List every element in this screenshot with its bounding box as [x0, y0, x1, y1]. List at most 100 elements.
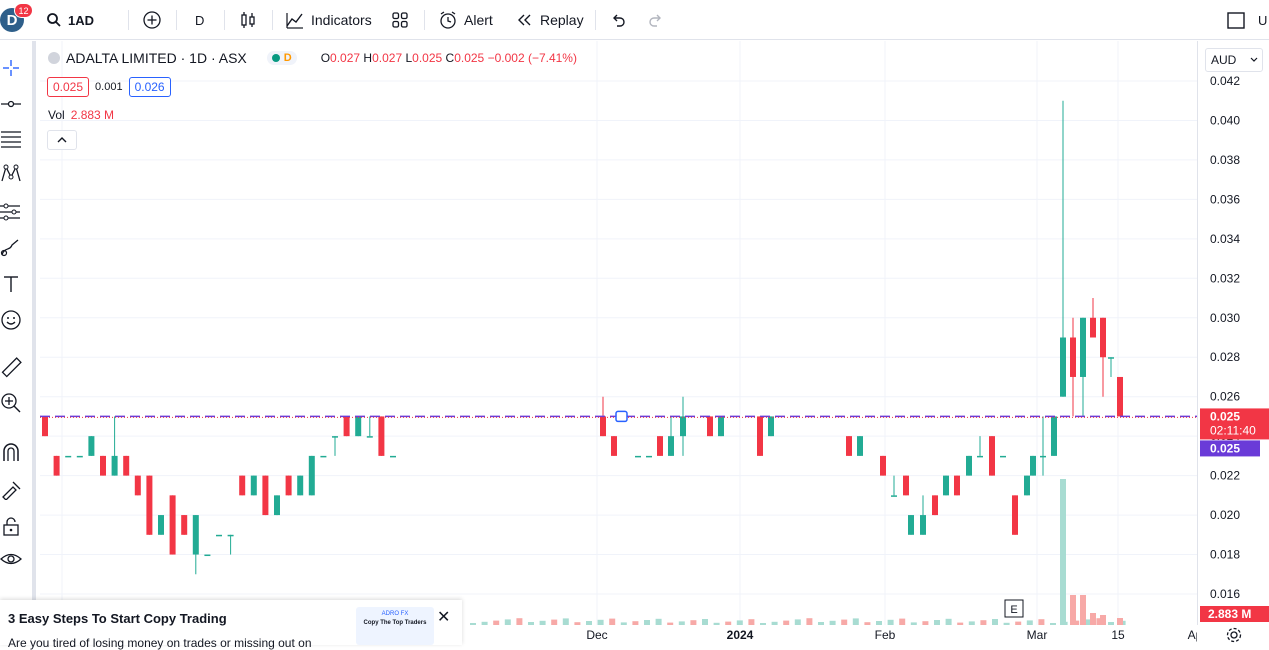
- volume-bar: [481, 621, 488, 625]
- replay-button[interactable]: Replay: [516, 8, 584, 32]
- volume-bar: [934, 620, 940, 625]
- candles-icon: [241, 12, 255, 28]
- lock-icon[interactable]: [0, 515, 22, 537]
- candle-body: [857, 436, 863, 456]
- candle-body: [332, 436, 338, 438]
- symbol-search-button[interactable]: 1AD: [46, 8, 94, 32]
- bar-countdown-label: 02:11:40: [1210, 423, 1256, 437]
- candle-body: [846, 436, 852, 456]
- price-tick-label: 0.026: [1210, 390, 1240, 404]
- candle-body: [239, 475, 246, 496]
- rewind-icon: [518, 14, 531, 26]
- ad-banner[interactable]: 3 Easy Steps To Start Copy Trading Are y…: [0, 600, 462, 650]
- earnings-event-marker: [1004, 599, 1024, 618]
- currency-select[interactable]: AUD: [1205, 48, 1263, 72]
- volume-bar: [736, 620, 743, 625]
- delayed-badge: D: [283, 52, 292, 64]
- candle-body: [158, 515, 164, 535]
- time-tick-label: 15: [1111, 628, 1125, 642]
- text-icon[interactable]: [0, 273, 22, 295]
- volume-bar: [1108, 622, 1114, 625]
- candle-body: [1090, 317, 1096, 338]
- drawing-toolbar: [0, 41, 36, 645]
- volume-bar: [864, 622, 871, 625]
- account-label[interactable]: U: [1258, 12, 1268, 28]
- indicators-label: Indicators: [311, 12, 372, 28]
- volume-legend: Vol 2.883 M: [48, 108, 114, 122]
- settings-gear-icon[interactable]: [1226, 627, 1242, 643]
- close-icon[interactable]: ✕: [437, 609, 451, 626]
- symbol-logo: [48, 52, 60, 64]
- candle-body: [1024, 475, 1030, 496]
- ruler-icon[interactable]: [0, 357, 22, 379]
- bid-price-button[interactable]: 0.025: [47, 77, 90, 97]
- emoji-icon[interactable]: [0, 309, 22, 331]
- candle-body: [390, 455, 396, 458]
- volume-bar: [562, 618, 569, 625]
- candle-body: [1060, 337, 1066, 397]
- brush-icon[interactable]: [0, 237, 22, 259]
- volume-tag-label: 2.883 M: [1208, 607, 1251, 621]
- volume-bar: [968, 621, 975, 625]
- volume-bar: [899, 618, 906, 625]
- ask-price-button[interactable]: 0.026: [128, 77, 171, 97]
- price-tick-label: 0.034: [1210, 232, 1240, 246]
- chevron-down-icon: [1250, 57, 1258, 62]
- ohlc-values: O0.027 H0.027 L0.025 C0.025 −0.002 (−7.4…: [320, 51, 577, 65]
- volume-bar: [841, 619, 848, 625]
- undo-button[interactable]: [609, 8, 627, 32]
- volume-bar: [1073, 620, 1080, 625]
- candle-body: [181, 515, 188, 535]
- forecast-icon[interactable]: [0, 201, 22, 223]
- pattern-icon[interactable]: [0, 163, 22, 185]
- volume-bar: [760, 623, 766, 625]
- candle-body: [216, 534, 222, 537]
- volume-bar: [655, 618, 662, 625]
- trend-line-icon[interactable]: [0, 93, 22, 115]
- chart-type-button[interactable]: [238, 8, 258, 32]
- price-chart[interactable]: E: [40, 41, 1197, 625]
- candle-body: [250, 475, 257, 496]
- market-status-badge: D: [266, 51, 297, 65]
- candle-body: [600, 416, 606, 437]
- bid-price-label: 0.025: [1210, 441, 1240, 455]
- candle-body: [1030, 455, 1036, 476]
- bid-price-tag: [1200, 440, 1260, 457]
- price-axis[interactable]: 0.042 0.040 0.038 0.036 0.034 0.032 0.030 0.028…: [1197, 41, 1269, 625]
- crosshair-icon[interactable]: [0, 57, 22, 79]
- candle-body: [378, 416, 385, 456]
- ad-tagline: Copy The Top Traders: [363, 620, 427, 626]
- stay-in-drawing-icon[interactable]: [0, 478, 22, 500]
- square-icon: [1227, 12, 1245, 29]
- symbol-label: 1AD: [68, 12, 95, 28]
- fib-retracement-icon[interactable]: [0, 127, 22, 149]
- candle-body: [297, 475, 304, 496]
- volume-bar: [783, 620, 790, 625]
- layouts-button[interactable]: [391, 8, 409, 32]
- currency-label: AUD: [1211, 53, 1237, 67]
- alert-button[interactable]: Alert: [438, 8, 493, 32]
- candle-body: [932, 495, 938, 516]
- volume-bar: [1117, 618, 1123, 625]
- plus-circle-icon: [143, 11, 161, 29]
- candle-body: [366, 436, 373, 438]
- collapse-legend-button[interactable]: [47, 130, 77, 150]
- time-axis[interactable]: Dec 2024 Feb Mar 15 Ap: [40, 625, 1197, 645]
- candle-body: [1117, 376, 1123, 417]
- symbol-title[interactable]: ADALTA LIMITED · 1D · ASX: [66, 50, 247, 66]
- indicators-button[interactable]: Indicators: [285, 8, 372, 32]
- zoom-in-icon[interactable]: [0, 392, 22, 414]
- candle-body: [1108, 357, 1114, 359]
- top-toolbar: D 12 1AD D Indicators Alert Replay U: [0, 0, 1269, 40]
- eye-icon[interactable]: [0, 548, 22, 570]
- magnet-icon[interactable]: [0, 441, 22, 463]
- volume-bar: [470, 623, 476, 625]
- candle-body: [134, 475, 141, 496]
- fullscreen-button[interactable]: [1226, 8, 1246, 32]
- ad-image[interactable]: ADRO FX Copy The Top Traders: [356, 607, 434, 645]
- volume-bar: [528, 622, 534, 625]
- interval-button[interactable]: D: [195, 12, 205, 28]
- compare-button[interactable]: [142, 8, 162, 32]
- redo-button[interactable]: [647, 8, 665, 32]
- candle-body: [611, 436, 617, 456]
